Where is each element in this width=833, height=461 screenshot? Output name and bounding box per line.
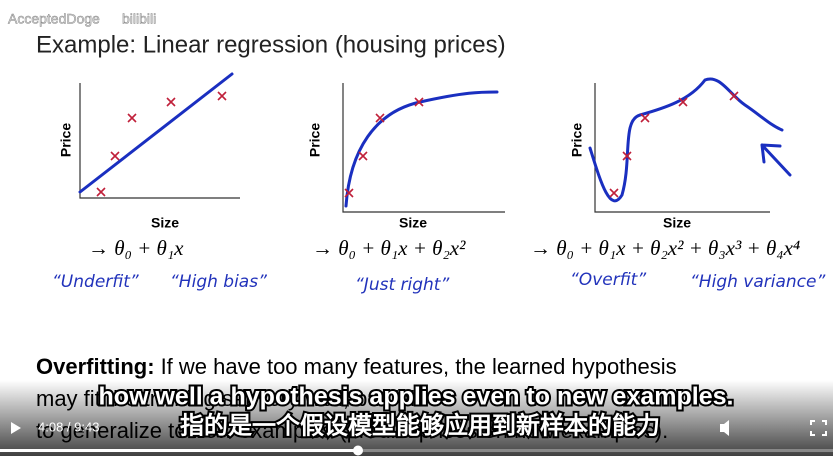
- fullscreen-button[interactable]: [810, 420, 827, 436]
- term: Overfitting:: [36, 354, 155, 379]
- y-axis-label: Price: [58, 123, 74, 157]
- fit-curve: [588, 77, 784, 203]
- subtitle: how well a hypothesis applies even to ne…: [99, 383, 734, 411]
- axes: [79, 83, 240, 199]
- progress-knob[interactable]: [353, 445, 363, 456]
- paragraph: Overfitting: If we have too many features…: [36, 354, 677, 379]
- formula: → θ₀ + θ₁x + θ₂x²: [312, 236, 466, 260]
- y-axis-label: Price: [569, 123, 585, 157]
- watermark: bilibili: [122, 11, 156, 27]
- x-axis-label: Size: [663, 215, 691, 231]
- arrow: [760, 143, 792, 177]
- handwritten-note: “Just right”: [355, 275, 449, 295]
- data-points: [609, 91, 739, 198]
- handwritten-note: “Underfit”: [52, 272, 139, 292]
- data-cross: [609, 188, 619, 198]
- data-cross: [127, 113, 137, 123]
- data-cross: [414, 97, 424, 107]
- player-shade: [0, 380, 833, 456]
- data-cross: [678, 97, 688, 107]
- fit-line: [78, 72, 234, 194]
- handwritten-note: “Overfit”: [570, 270, 646, 290]
- data-cross: [640, 113, 650, 123]
- data-cross: [110, 151, 120, 161]
- axes: [342, 83, 505, 213]
- progress-track[interactable]: [0, 449, 833, 452]
- data-cross: [96, 187, 106, 197]
- play-button[interactable]: [11, 422, 21, 434]
- axes: [594, 83, 770, 213]
- x-axis-label: Size: [399, 215, 427, 231]
- watermark: AcceptedDoge: [8, 11, 100, 27]
- data-cross: [358, 151, 368, 161]
- data-cross: [344, 188, 354, 198]
- data-cross: [166, 97, 176, 107]
- fit-curve: [344, 90, 499, 208]
- slide-title: Example: Linear regression (housing pric…: [36, 31, 506, 58]
- data-cross: [217, 91, 227, 101]
- time-display: 4:08 / 9:43: [38, 419, 99, 434]
- data-cross: [375, 113, 385, 123]
- data-cross: [622, 151, 632, 161]
- handwritten-note: “High variance”: [690, 272, 825, 292]
- data-cross: [729, 91, 739, 101]
- y-axis-label: Price: [307, 123, 323, 157]
- subtitle: 指的是一个假设模型能够应用到新样本的能力: [180, 411, 660, 439]
- x-axis-label: Size: [151, 215, 179, 231]
- paragraph-line: If we have too many features, the learne…: [161, 354, 677, 379]
- progress-played: [0, 449, 358, 452]
- data-points: [96, 91, 227, 197]
- formula: → θ₀ + θ₁x: [88, 236, 184, 260]
- data-points: [344, 97, 424, 198]
- formula: → θ₀ + θ₁x + θ₂x² + θ₃x³ + θ₄x⁴: [530, 236, 800, 260]
- volume-button[interactable]: [720, 420, 729, 436]
- handwritten-note: “High bias”: [170, 272, 267, 292]
